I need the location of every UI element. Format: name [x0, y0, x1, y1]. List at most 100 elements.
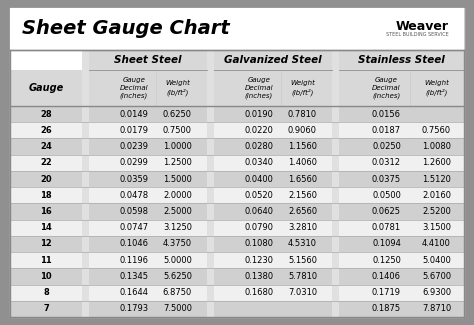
- Bar: [89, 155, 207, 171]
- Bar: [214, 187, 332, 203]
- Text: 0.7500: 0.7500: [163, 126, 192, 135]
- Text: Gauge
Decimal
(inches): Gauge Decimal (inches): [119, 77, 148, 99]
- Bar: [89, 122, 207, 138]
- Text: 0.1046: 0.1046: [119, 240, 148, 248]
- Text: 6.8750: 6.8750: [163, 288, 192, 297]
- Bar: [214, 285, 332, 301]
- Bar: [339, 50, 464, 70]
- Text: 0.1719: 0.1719: [372, 288, 401, 297]
- Bar: [89, 50, 207, 70]
- Bar: [214, 106, 332, 122]
- Bar: [339, 220, 464, 236]
- Bar: [89, 236, 207, 252]
- Text: 5.7810: 5.7810: [288, 272, 317, 281]
- Bar: [339, 70, 464, 106]
- Bar: [339, 171, 464, 187]
- Text: 1.4060: 1.4060: [288, 158, 317, 167]
- Text: 0.0179: 0.0179: [119, 126, 148, 135]
- Text: 0.1345: 0.1345: [119, 272, 148, 281]
- Bar: [10, 252, 82, 268]
- Bar: [10, 236, 82, 252]
- Text: Gauge
Decimal
(inches): Gauge Decimal (inches): [372, 77, 401, 99]
- Bar: [10, 285, 82, 301]
- Text: 0.1680: 0.1680: [244, 288, 273, 297]
- Bar: [10, 50, 82, 317]
- Bar: [89, 171, 207, 187]
- Text: 0.7560: 0.7560: [422, 126, 451, 135]
- Text: 0.0250: 0.0250: [372, 142, 401, 151]
- Text: 0.0149: 0.0149: [119, 110, 148, 119]
- Bar: [89, 203, 207, 220]
- Text: 0.0220: 0.0220: [245, 126, 273, 135]
- Text: 6.9300: 6.9300: [422, 288, 451, 297]
- Text: Galvanized Steel: Galvanized Steel: [224, 55, 322, 65]
- Text: 2.6560: 2.6560: [288, 207, 317, 216]
- Bar: [10, 203, 82, 220]
- Text: 0.0156: 0.0156: [372, 110, 401, 119]
- Text: 0.0625: 0.0625: [372, 207, 401, 216]
- Text: 5.0000: 5.0000: [163, 256, 192, 265]
- Text: 0.0359: 0.0359: [119, 175, 148, 184]
- Bar: [214, 203, 332, 220]
- Bar: [89, 301, 207, 317]
- Text: 7: 7: [43, 305, 49, 313]
- Text: 1.5120: 1.5120: [422, 175, 451, 184]
- Text: 0.1875: 0.1875: [372, 305, 401, 313]
- Text: 2.5200: 2.5200: [422, 207, 451, 216]
- Text: 3.1250: 3.1250: [163, 223, 192, 232]
- Text: Sheet Gauge Chart: Sheet Gauge Chart: [22, 20, 230, 38]
- Bar: [89, 268, 207, 285]
- Text: 5.6250: 5.6250: [163, 272, 192, 281]
- Bar: [10, 268, 82, 285]
- Text: 5.6700: 5.6700: [422, 272, 451, 281]
- Text: 2.0000: 2.0000: [163, 191, 192, 200]
- Bar: [89, 220, 207, 236]
- Text: 5.0400: 5.0400: [422, 256, 451, 265]
- Text: Gauge
Decimal
(inches): Gauge Decimal (inches): [245, 77, 273, 99]
- Bar: [89, 50, 207, 317]
- Bar: [339, 155, 464, 171]
- Bar: [339, 138, 464, 155]
- Text: Stainless Steel: Stainless Steel: [358, 55, 445, 65]
- Text: 3.1500: 3.1500: [422, 223, 451, 232]
- Text: 0.0790: 0.0790: [244, 223, 273, 232]
- Text: 26: 26: [40, 126, 52, 135]
- Text: 4.5310: 4.5310: [288, 240, 317, 248]
- Text: 14: 14: [40, 223, 52, 232]
- Text: 0.0747: 0.0747: [119, 223, 148, 232]
- Text: 0.0312: 0.0312: [372, 158, 401, 167]
- Bar: [339, 285, 464, 301]
- Bar: [339, 252, 464, 268]
- Text: Weight
(lb/ft²): Weight (lb/ft²): [424, 80, 449, 96]
- Text: 11: 11: [40, 256, 52, 265]
- Bar: [214, 252, 332, 268]
- Text: 4.3750: 4.3750: [163, 240, 192, 248]
- Text: 7.5000: 7.5000: [163, 305, 192, 313]
- Text: 0.0781: 0.0781: [372, 223, 401, 232]
- Bar: [214, 268, 332, 285]
- Text: 1.5000: 1.5000: [163, 175, 192, 184]
- Text: 3.2810: 3.2810: [288, 223, 317, 232]
- Text: 0.0280: 0.0280: [244, 142, 273, 151]
- Bar: [10, 220, 82, 236]
- Text: 0.0187: 0.0187: [372, 126, 401, 135]
- Bar: [89, 187, 207, 203]
- Bar: [10, 187, 82, 203]
- Text: 4.4100: 4.4100: [422, 240, 451, 248]
- Bar: [10, 301, 82, 317]
- Text: 0.1250: 0.1250: [372, 256, 401, 265]
- Bar: [339, 50, 464, 317]
- Bar: [214, 301, 332, 317]
- Text: 0.0340: 0.0340: [244, 158, 273, 167]
- Bar: [214, 70, 332, 106]
- Text: Weight
(lb/ft²): Weight (lb/ft²): [290, 80, 315, 96]
- Text: 10: 10: [40, 272, 52, 281]
- Text: 12: 12: [40, 240, 52, 248]
- Bar: [10, 70, 82, 106]
- Text: 5.1560: 5.1560: [288, 256, 317, 265]
- Bar: [214, 122, 332, 138]
- Bar: [339, 106, 464, 122]
- Bar: [214, 171, 332, 187]
- Bar: [339, 187, 464, 203]
- Bar: [10, 138, 82, 155]
